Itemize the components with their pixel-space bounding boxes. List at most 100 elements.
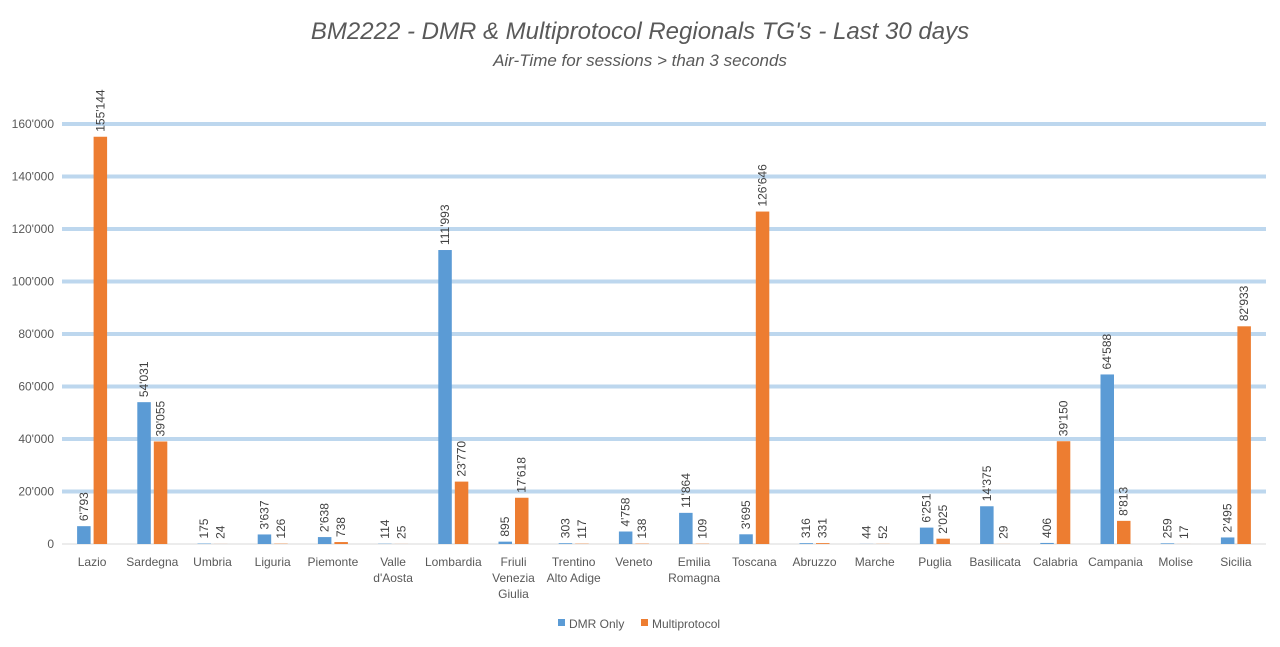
chart-title: BM2222 - DMR & Multiprotocol Regionals T… [311, 18, 969, 45]
legend-label-multiprotocol: Multiprotocol [652, 617, 720, 631]
bar-dmr-only [317, 537, 332, 544]
bar-dmr-only [1100, 374, 1114, 544]
y-tick-label: 100'000 [12, 275, 55, 289]
data-label: 2'638 [318, 503, 332, 532]
data-label: 25 [394, 525, 408, 539]
bar-dmr-only [1160, 543, 1175, 544]
x-tick-label: Veneto [615, 555, 653, 569]
x-tick-label: Lombardia [425, 555, 482, 569]
bar-multiprotocol [153, 441, 168, 544]
bar-multiprotocol [1117, 520, 1131, 544]
legend-swatch-dmr-only [558, 619, 565, 626]
data-label: 126 [274, 518, 288, 538]
chart-subtitle: Air-Time for sessions > than 3 seconds [492, 51, 787, 70]
y-tick-label: 40'000 [18, 432, 54, 446]
bar-multiprotocol [515, 497, 529, 544]
y-tick-label: 80'000 [18, 327, 54, 341]
data-label: 114 [378, 519, 392, 538]
data-label: 39'055 [154, 400, 168, 436]
data-label: 155'144 [93, 89, 107, 132]
bar-dmr-only [1220, 537, 1235, 544]
x-tick-label: Alto Adige [547, 571, 601, 585]
x-tick-label: Toscana [732, 555, 777, 569]
data-label: 82'933 [1237, 285, 1251, 321]
x-axis-ticks: Lazio Sardegna Umbria Liguria Piemonte Valle d… [78, 555, 1252, 601]
data-label: 64'588 [1100, 333, 1114, 369]
data-label: 29 [996, 525, 1010, 539]
x-tick-label: Molise [1158, 555, 1193, 569]
x-tick-label: Sicilia [1220, 555, 1252, 569]
data-label: 117 [575, 519, 589, 538]
bar-dmr-only [1040, 542, 1054, 544]
data-label: 2'495 [1221, 503, 1235, 532]
x-tick-label: Sardegna [126, 555, 178, 569]
data-label: 54'031 [137, 361, 151, 397]
x-tick-label: Lazio [78, 555, 107, 569]
x-tick-label: Trentino [552, 555, 596, 569]
x-tick-label: Emilia [678, 555, 711, 569]
bar-multiprotocol [93, 136, 108, 544]
x-tick-label: Umbria [193, 555, 232, 569]
x-tick-label: Romagna [668, 571, 720, 585]
bar-dmr-only [498, 541, 512, 544]
x-tick-label: Venezia [492, 571, 535, 585]
data-label: 3'695 [739, 500, 753, 529]
data-label: 14'375 [980, 465, 994, 501]
data-label: 24 [214, 525, 228, 539]
x-tick-label: Piemonte [308, 555, 359, 569]
data-label: 895 [498, 516, 512, 536]
bar-dmr-only [257, 534, 272, 544]
data-label: 23'770 [455, 441, 469, 477]
data-label: 17 [1177, 525, 1191, 539]
bar-multiprotocol [816, 543, 830, 544]
data-label: 738 [334, 517, 348, 537]
data-label: 111'993 [438, 204, 452, 245]
legend-label-dmr-only: DMR Only [569, 617, 624, 631]
bar-dmr-only [799, 543, 813, 544]
y-axis-ticks: 0 20'000 40'000 60'000 80'000 100'000 120'000 1… [12, 117, 55, 551]
y-tick-label: 120'000 [12, 222, 55, 236]
x-tick-label: Calabria [1033, 555, 1078, 569]
data-label: 11'864 [679, 473, 693, 508]
bar-multiprotocol [755, 211, 770, 544]
x-tick-label: Giulia [498, 587, 529, 601]
data-label: 52 [876, 525, 890, 539]
y-tick-label: 60'000 [18, 380, 54, 394]
y-tick-label: 20'000 [18, 485, 54, 499]
data-label: 6'793 [77, 492, 91, 521]
data-label: 4'758 [619, 497, 633, 526]
x-tick-label: d'Aosta [373, 571, 413, 585]
data-label: 259 [1160, 518, 1174, 538]
bar-dmr-only [739, 534, 753, 544]
bars [77, 136, 1251, 544]
y-tick-label: 0 [47, 537, 54, 551]
bar-multiprotocol [1237, 326, 1251, 544]
data-label: 331 [816, 518, 830, 538]
x-tick-label: Marche [855, 555, 895, 569]
bar-multiprotocol [454, 481, 469, 544]
bar-dmr-only [980, 506, 994, 544]
data-label: 8'813 [1117, 487, 1131, 516]
data-label: 6'251 [920, 493, 934, 522]
data-label: 303 [558, 518, 572, 538]
x-tick-label: Friuli [501, 555, 527, 569]
data-label: 138 [635, 518, 649, 538]
x-tick-label: Liguria [255, 555, 291, 569]
data-label: 2'025 [936, 504, 950, 533]
x-tick-label: Campania [1088, 555, 1143, 569]
bar-dmr-only [679, 512, 693, 544]
bar-dmr-only [618, 531, 633, 544]
bar-dmr-only [77, 526, 91, 544]
data-label: 44 [859, 525, 873, 539]
y-tick-label: 160'000 [12, 117, 55, 131]
legend: DMR Only Multiprotocol [558, 617, 720, 631]
bar-dmr-only [919, 527, 934, 544]
data-label: 17'618 [515, 457, 529, 493]
bar-dmr-only [438, 250, 452, 544]
bar-dmr-only [137, 402, 151, 544]
bar-multiprotocol [1056, 441, 1071, 544]
data-label: 3'637 [257, 500, 271, 529]
y-tick-label: 140'000 [12, 170, 55, 184]
